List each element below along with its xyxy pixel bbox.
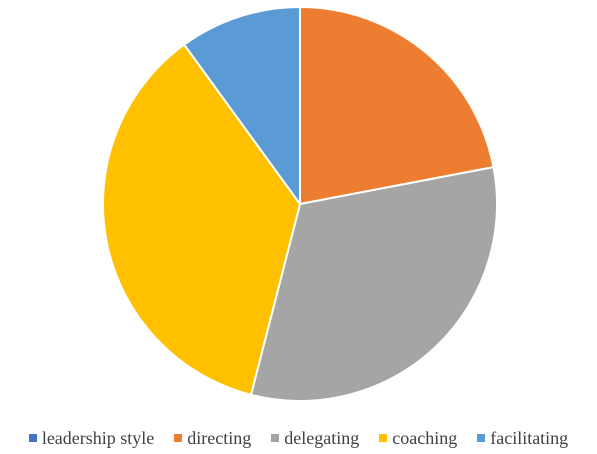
legend-item-coaching: coaching [379,428,457,449]
legend-label: directing [187,428,251,449]
legend-swatch [29,434,37,442]
legend-label: leadership style [42,428,154,449]
legend-label: coaching [392,428,457,449]
legend-item-facilitating: facilitating [477,428,568,449]
legend-swatch [271,434,279,442]
legend-swatch [379,434,387,442]
legend-item-directing: directing [174,428,251,449]
legend-swatch [477,434,485,442]
legend: leadership style directing delegating coach… [0,428,597,448]
legend-swatch [174,434,182,442]
legend-label: delegating [284,428,359,449]
legend-item-delegating: delegating [271,428,359,449]
pie-slices [103,7,497,401]
legend-item-leadership-style: leadership style [29,428,154,449]
legend-label: facilitating [490,428,568,449]
